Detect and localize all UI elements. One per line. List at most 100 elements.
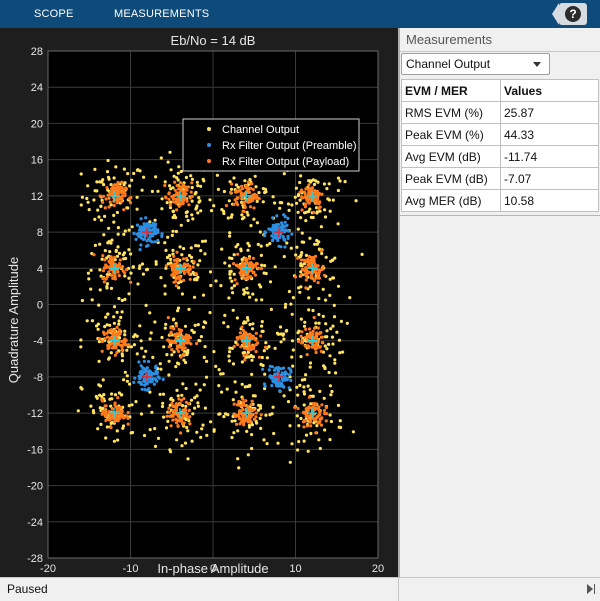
scatter-point: [171, 248, 175, 252]
scatter-point: [314, 190, 318, 194]
scatter-point: [178, 402, 183, 406]
x-axis-label: In-phase Amplitude: [157, 561, 268, 576]
legend[interactable]: Channel Output Rx Filter Output (Preambl…: [182, 118, 360, 172]
scatter-point: [283, 372, 287, 376]
scatter-point: [188, 336, 192, 340]
scatter-point: [196, 184, 200, 188]
scatter-point: [232, 431, 236, 435]
scatter-point: [300, 338, 304, 342]
scatter-point: [110, 417, 114, 421]
scatter-point: [360, 252, 364, 256]
scatter-point: [299, 270, 303, 274]
panel-divider[interactable]: [398, 28, 400, 577]
scatter-point: [249, 268, 254, 273]
scatter-point: [235, 422, 239, 426]
scatter-point: [99, 218, 103, 222]
scatter-point: [133, 376, 137, 380]
scatter-point: [215, 173, 219, 177]
scatter-point: [185, 353, 189, 357]
scatter-point: [109, 286, 114, 290]
scatter-point: [251, 187, 255, 192]
scatter-point: [150, 189, 154, 193]
scatter-point: [316, 281, 320, 285]
scatter-point: [291, 348, 295, 352]
scatter-point: [103, 337, 107, 341]
help-button[interactable]: ?: [559, 3, 587, 25]
scatter-point: [101, 254, 105, 258]
scatter-point: [286, 236, 290, 240]
scatter-point: [154, 175, 158, 179]
plot-title: Eb/No = 14 dB: [171, 33, 256, 48]
scatter-point: [113, 353, 117, 357]
scatter-point: [193, 323, 197, 327]
scatter-point: [164, 266, 168, 270]
scatter-point: [323, 215, 328, 219]
scatter-point: [327, 342, 331, 346]
constellation-plot[interactable]: -20 -10 0 10 20 28 24 20 16 12 8 4 0 -4 -8 -12 -16 -20 -24…: [0, 28, 398, 577]
scatter-point: [293, 405, 297, 409]
scatter-point: [249, 261, 253, 265]
scatter-point: [249, 186, 253, 190]
scatter-point: [243, 358, 247, 362]
scatter-point: [310, 345, 315, 349]
scatter-point: [249, 403, 253, 407]
scatter-point: [320, 335, 324, 339]
scatter-point: [122, 167, 126, 171]
scatter-point: [286, 202, 291, 206]
scatter-point: [87, 208, 91, 212]
scatter-point: [219, 284, 223, 288]
scatter-point: [160, 234, 164, 238]
scatter-point: [135, 352, 139, 356]
scatter-point: [154, 262, 158, 266]
scatter-point: [100, 180, 104, 184]
metric-label: Peak EVM (%): [401, 123, 501, 146]
scatter-point: [103, 214, 107, 218]
scatter-point: [232, 262, 236, 266]
scatter-point: [287, 373, 291, 377]
scatter-point: [100, 257, 104, 261]
signal-select-dropdown[interactable]: Channel Output: [401, 53, 550, 75]
scatter-point: [167, 192, 171, 196]
scatter-point: [183, 185, 187, 189]
scatter-point: [317, 268, 322, 272]
scatter-point: [216, 187, 220, 191]
scatter-point: [225, 387, 229, 391]
scatter-point: [167, 406, 171, 410]
scatter-point: [236, 185, 240, 189]
scatter-point: [152, 229, 156, 233]
tab-measurements[interactable]: MEASUREMENTS: [114, 8, 210, 20]
scatter-point: [221, 372, 225, 376]
scatter-point: [174, 216, 178, 220]
scatter-point: [309, 276, 313, 280]
scatter-point: [106, 335, 110, 339]
scatter-point: [251, 334, 255, 338]
y-axis-label: Quadrature Amplitude: [6, 257, 21, 383]
scatter-point: [168, 150, 172, 154]
legend-marker-channel-output: [207, 127, 211, 131]
x-tick-label: 10: [289, 563, 301, 575]
tab-scope[interactable]: SCOPE: [34, 8, 74, 20]
scatter-point: [242, 276, 246, 280]
scatter-point: [113, 403, 117, 407]
step-forward-bar: [594, 584, 595, 594]
scatter-point: [282, 255, 286, 259]
scatter-point: [271, 216, 275, 220]
scatter-point: [319, 225, 323, 229]
scatter-point: [323, 344, 327, 348]
scatter-point: [80, 298, 84, 303]
scatter-point: [300, 378, 304, 382]
scatter-point: [125, 348, 129, 352]
step-forward-icon[interactable]: [587, 584, 593, 594]
scatter-point: [165, 201, 169, 205]
scatter-point: [198, 199, 202, 203]
scatter-point: [187, 307, 191, 311]
scatter-point: [175, 250, 179, 254]
scatter-point: [163, 180, 167, 184]
scatter-point: [127, 228, 131, 232]
scatter-point: [160, 232, 164, 236]
scatter-point: [123, 229, 127, 233]
scatter-point: [104, 436, 108, 440]
scatter-point: [299, 174, 303, 178]
scatter-point: [245, 316, 250, 320]
scatter-point: [97, 359, 101, 363]
